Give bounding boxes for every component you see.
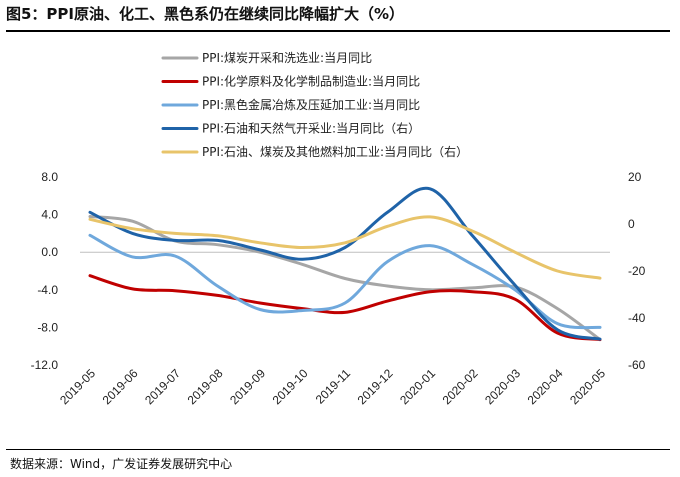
legend-label: PPI:化学原料及化学制品制造业:当月同比 [202,74,420,89]
x-tick-label: 2019-10 [270,366,311,407]
x-tick-label: 2019-11 [313,366,354,407]
x-tick-label: 2019-09 [227,366,268,407]
x-tick-label: 2020-02 [440,366,481,407]
left-tick-label: 4.0 [41,208,58,222]
chart-title: 图5：PPI原油、化工、黑色系仍在继续同比降幅扩大（%） [6,5,405,23]
x-tick-label: 2019-12 [355,366,396,407]
legend-label: PPI:石油和天然气开采业:当月同比（右） [202,121,420,136]
x-tick-label: 2020-01 [397,366,438,407]
series-line-4 [88,215,602,280]
legend-label: PPI:石油、煤炭及其他燃料加工业:当月同比（右） [202,144,468,159]
title-rule [6,30,670,32]
footer-rule [6,449,670,450]
series-line-0 [88,215,602,342]
x-tick-label: 2019-06 [100,366,141,407]
legend-label: PPI:煤炭开采和洗选业:当月同比 [202,51,372,65]
legend-label: PPI:黑色金属冶炼及压延加工业:当月同比 [202,97,420,112]
right-axis: 20 0 -20 -40 -60 [628,170,646,372]
x-tick-label: 2019-08 [185,366,226,407]
right-tick-label: 0 [628,217,635,231]
source-note: 数据来源：Wind，广发证券发展研究中心 [10,457,233,471]
x-axis: 2019-05 2019-06 2019-07 2019-08 2019-09 2019-… [57,366,608,407]
series-line-1 [88,274,602,342]
right-tick-label: -40 [628,311,646,325]
left-tick-label: 0.0 [41,245,58,259]
x-tick-label: 2020-03 [482,366,523,407]
legend: PPI:煤炭开采和洗选业:当月同比 PPI:化学原料及化学制品制造业:当月同比 PP… [161,51,468,159]
left-axis: 8.0 4.0 0.0 -4.0 -8.0 -12.0 [31,170,59,372]
chart: PPI:煤炭开采和洗选业:当月同比 PPI:化学原料及化学制品制造业:当月同比 PP… [31,51,646,407]
right-tick-label: -20 [628,264,646,278]
left-tick-label: 8.0 [41,170,58,184]
x-tick-label: 2019-05 [57,366,98,407]
left-tick-label: -12.0 [31,358,59,372]
series-line-2 [88,233,602,330]
right-tick-label: 20 [628,170,642,184]
x-tick-label: 2020-05 [567,366,608,407]
x-tick-label: 2019-07 [142,366,183,407]
series-line-3 [88,186,602,341]
left-tick-label: -4.0 [37,283,58,297]
series-group [88,186,602,342]
right-tick-label: -60 [628,358,646,372]
left-tick-label: -8.0 [37,320,58,334]
x-tick-label: 2020-04 [525,366,566,407]
